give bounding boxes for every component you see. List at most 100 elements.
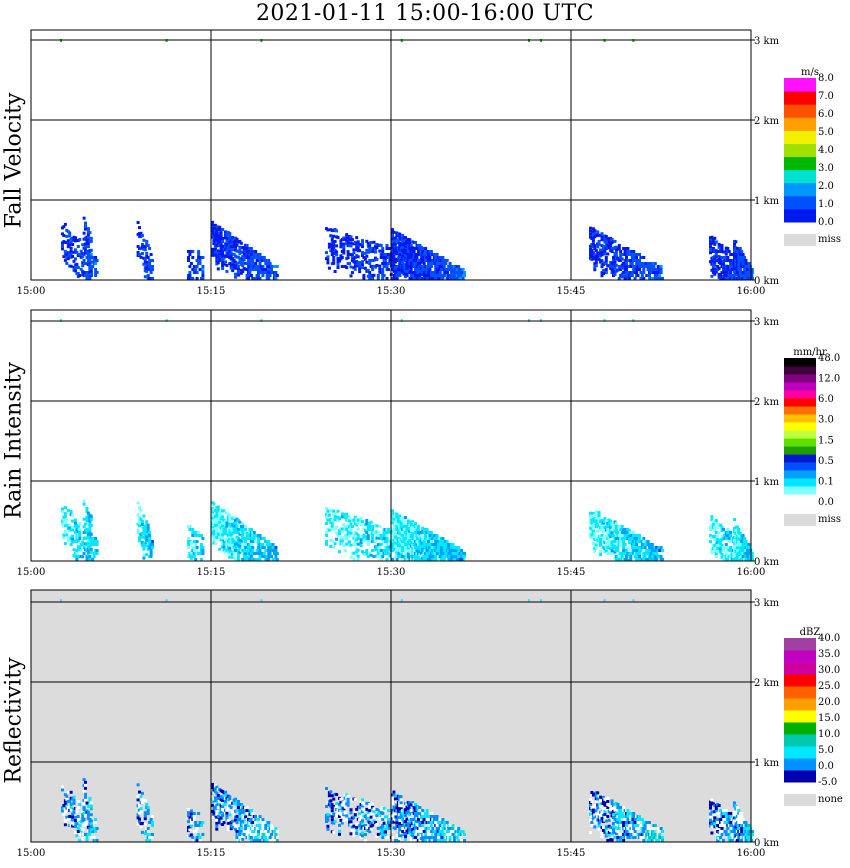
echo-cell [350,525,354,529]
echo-cell [346,800,350,804]
echo-cell [92,827,96,830]
echo-cell [148,537,152,540]
echo-cell [71,255,75,258]
echo-cell [391,228,394,232]
echo-cell [593,244,597,248]
echo-cell [719,274,723,277]
legend-swatch [784,494,816,503]
echo-cell [600,232,604,236]
echo-cell [62,518,66,522]
echo-cell [640,274,644,277]
echo-cell [738,531,742,535]
echo-cell [366,817,370,820]
echo-cell [409,253,413,256]
echo-cell [332,803,336,807]
echo-cell [404,814,407,818]
echo-cell [353,539,357,543]
echo-cell [454,271,458,274]
echo-cell [61,522,64,526]
echo-cell [333,819,337,823]
echo-cell [733,242,736,246]
legend-swatch [784,169,816,184]
echo-cell [409,809,413,812]
echo-cell [72,548,76,552]
echo-cell [602,539,605,543]
echo-cell [604,259,608,262]
echo-cell [82,802,86,806]
echo-cell [599,550,603,553]
echo-cell [148,839,152,842]
echo-cell [444,274,448,277]
echo-cell [69,249,73,253]
echo-cell [388,548,392,552]
echo-cell [143,527,147,531]
echo-cell [146,274,150,277]
echo-cell [94,821,98,824]
echo-cell [590,521,594,525]
legend-swatch [784,208,816,223]
echo-cell [82,806,86,809]
echo-cell [238,833,242,836]
echo-cell [201,821,205,824]
echo-cell [737,552,741,555]
echo-cell [382,531,386,534]
echo-cell [399,795,403,799]
echo-cell [342,523,346,527]
echo-cell [339,818,343,822]
echo-cell [391,802,394,806]
echo-cell [402,266,406,270]
echo-cell [440,552,443,555]
echo-cell [198,839,202,842]
echo-cell [89,828,93,832]
echo-cell [333,270,337,273]
echo-cell [143,832,147,836]
echo-cell [148,534,152,537]
legend-tick-label: 8.0 [818,73,834,84]
echo-cell [374,548,377,552]
echo-cell [75,262,79,266]
echo-cell [405,263,409,267]
echo-cell [271,839,275,842]
echo-cell [355,822,359,826]
echo-cell [216,806,220,809]
echo-cell [711,523,715,526]
echo-cell [194,830,198,833]
echo-cell [198,262,202,265]
echo-cell [369,821,373,825]
echo-cell [610,250,614,253]
echo-cell [734,273,738,277]
echo-cell [626,558,630,561]
echo-cell [215,530,219,533]
echo-cell [338,529,341,533]
echo-cell [267,821,271,824]
echo-cell [275,552,279,555]
echo-cell [145,544,149,548]
echo-cell [737,259,741,262]
echo-cell [591,251,595,255]
echo-cell [275,265,279,268]
echo-cell [445,259,449,262]
echo-cell [414,241,417,244]
echo-cell [63,823,67,827]
echo-cell [424,543,428,546]
echo-cell [221,521,225,525]
echo-cell [136,531,140,535]
echo-cell [361,810,364,814]
echo-cell [412,830,416,834]
echo-cell [211,516,214,520]
echo-cell [92,552,96,555]
echo-cell [140,523,144,526]
echo-cell [401,246,405,249]
echo-cell [726,546,730,549]
echo-cell [593,232,597,236]
echo-cell [271,549,275,552]
echo-cell [89,239,93,243]
echo-cell [717,266,721,270]
echo-cell [349,823,353,827]
echo-cell [404,275,407,279]
echo-cell [659,271,663,274]
echo-cell [238,239,242,243]
echo-cell [375,524,379,528]
echo-cell [215,812,219,816]
echo-cell [140,532,144,535]
